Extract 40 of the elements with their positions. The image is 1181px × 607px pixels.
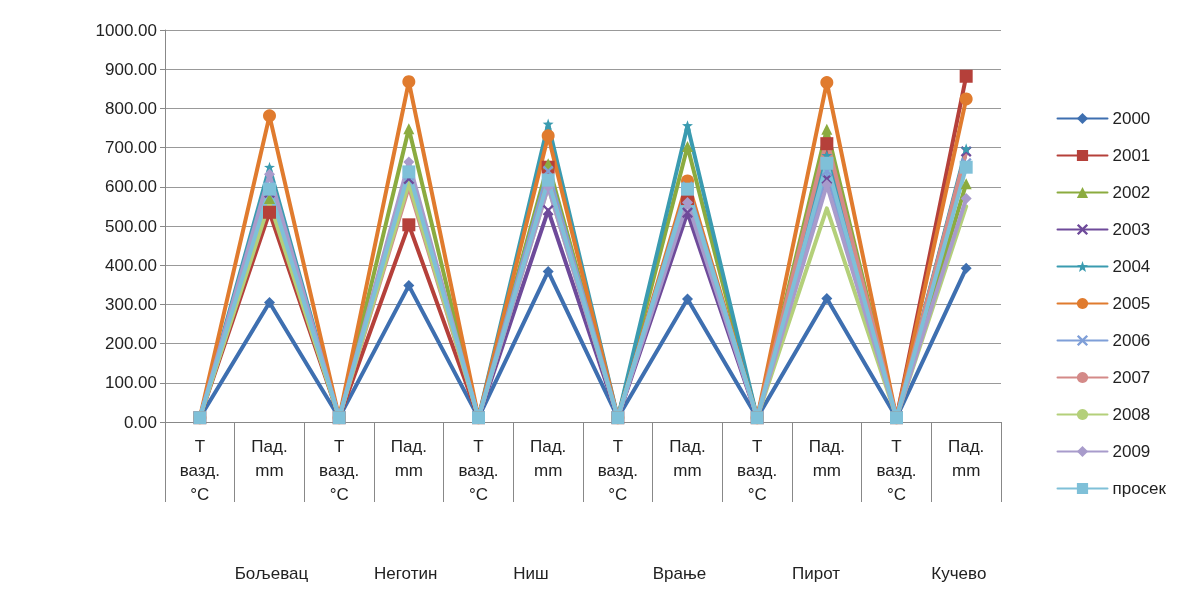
legend-label: 2003	[1112, 220, 1151, 239]
x-tick-label: Пад. mm	[669, 436, 706, 480]
legend-label: 2002	[1112, 183, 1151, 202]
legend-label: 2004	[1112, 257, 1151, 276]
legend-label: 2001	[1112, 146, 1151, 165]
legend-label: 2008	[1112, 405, 1151, 424]
x-tick-label: T вазд. °C	[597, 436, 638, 504]
text: Неготин	[374, 564, 438, 583]
text: Бољевац	[234, 564, 309, 583]
x-tick-label: T вазд. °C	[737, 436, 778, 504]
legend-label: 2009	[1112, 442, 1151, 461]
text: Пирот	[791, 564, 841, 583]
y-tick-label: 100.00	[105, 373, 157, 393]
x-tick-label: Пад. mm	[530, 436, 567, 480]
legend-label: 2007	[1112, 368, 1151, 387]
legend-label: просек	[1112, 479, 1167, 498]
text: Кучево	[931, 564, 987, 583]
y-tick-label: 800.00	[105, 98, 157, 118]
y-tick-label: 300.00	[105, 294, 157, 314]
legend-label: 2005	[1112, 294, 1151, 313]
y-tick-label: 700.00	[105, 138, 157, 158]
y-tick-label: 0.00	[123, 412, 157, 432]
x-tick-label: Пад. mm	[251, 436, 288, 480]
y-tick-label: 400.00	[105, 255, 157, 275]
y-tick-label: 900.00	[105, 59, 157, 79]
legend-label: 2006	[1112, 331, 1151, 350]
x-tick-label: Пад. mm	[948, 436, 985, 480]
y-tick-label: 1000.00	[95, 20, 157, 40]
legend-label: 2000	[1112, 109, 1151, 128]
x-tick-label: T вазд. °C	[458, 436, 499, 504]
y-tick-label: 200.00	[105, 334, 157, 354]
text: Врање	[652, 564, 707, 583]
x-tick-label: T вазд. °C	[179, 436, 220, 504]
x-tick-label: Пад. mm	[390, 436, 427, 480]
x-tick-label: Пад. mm	[808, 436, 845, 480]
y-tick-label: 500.00	[105, 216, 157, 236]
y-tick-label: 600.00	[105, 177, 157, 197]
text: Ниш	[513, 564, 549, 583]
x-tick-label: T вазд. °C	[319, 436, 360, 504]
x-tick-label: T вазд. °C	[876, 436, 917, 504]
